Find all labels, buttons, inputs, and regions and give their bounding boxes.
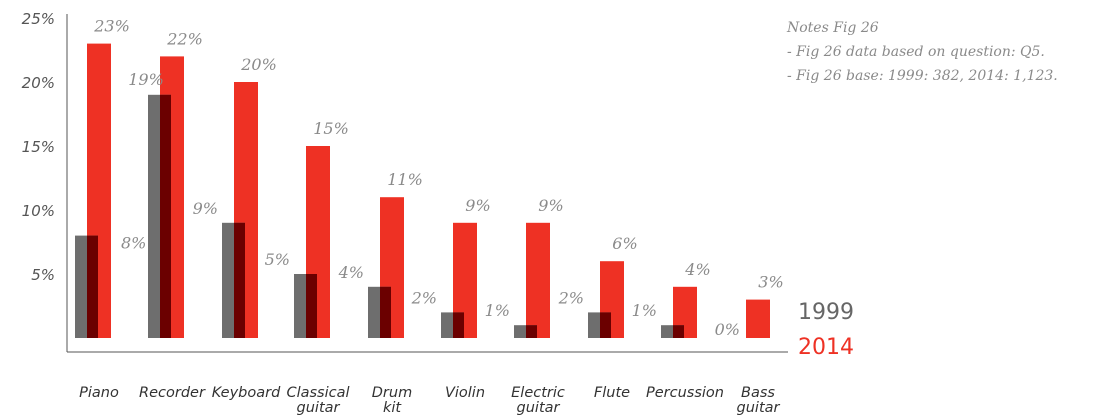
value-label-1999: 9% [193,199,218,218]
category-label: guitar [297,400,341,416]
value-label-2014: 4% [684,260,710,279]
bar-1999-overlap [234,222,245,338]
value-label-1999: 19% [128,70,164,89]
value-label-1999: 8% [121,234,146,253]
bar-1999-overlap [160,94,171,338]
bar-1999-overlap [453,312,464,338]
category-label: Piano [79,385,119,401]
notes-title: Notes Fig 26 [787,20,879,36]
category-label: Recorder [139,385,206,401]
category-labels: Piano Recorder Keyboard ClassicalguitarDrum… [79,385,780,416]
legend: 1999 2014 [798,300,854,360]
bar-1999-overlap [380,286,391,338]
bar-2014 [746,299,770,338]
category-label: Electric [511,385,565,401]
axes [66,14,788,353]
y-tick-label: 15% [22,138,55,156]
value-label-1999: 5% [265,250,290,269]
category-label: guitar [737,400,781,416]
bar-1999-overlap [87,235,98,338]
bar-1999-overlap [526,325,537,338]
bar-1999-overlap [306,274,317,338]
notes-line-question: - Fig 26 data based on question: Q5. [787,44,1045,60]
category-label: Classical [286,385,349,401]
y-tick-label: 10% [22,202,55,220]
chart-notes: Notes Fig 26 - Fig 26 data based on ques… [787,16,1117,88]
value-label-1999: 2% [558,288,584,307]
legend-1999: 1999 [798,300,854,325]
bar-2014 [526,222,550,338]
value-label-2014: 23% [93,17,130,36]
value-label-1999: 2% [411,288,437,307]
category-label: Bass [741,385,775,401]
category-label: Percussion [646,385,724,401]
bar-1999-overlap [673,325,684,338]
value-label-1999: 1% [632,301,657,320]
y-tick-label: 25% [22,10,55,28]
value-label-2014: 22% [166,29,203,48]
y-axis-ticks: 25% 20% 15% 10% 5% [22,10,55,284]
value-label-1999: 0% [715,320,740,339]
value-label-2014: 15% [313,119,349,138]
y-tick-label: 20% [22,74,55,92]
value-labels: 23% 8% 22% 19% 20% 9% 15% 5% 11% 4% 9% 2% 9% 1% 6% 2% 4%… [93,17,783,339]
value-label-2014: 9% [465,196,490,215]
value-label-2014: 3% [758,273,783,292]
value-label-2014: 11% [387,170,423,189]
bar-1999-overlap [600,312,611,338]
category-label: Drum [372,385,412,401]
value-label-1999: 1% [485,301,510,320]
category-label: Flute [594,385,630,401]
y-tick-label: 5% [31,266,55,284]
category-label: guitar [517,400,561,416]
legend-2014: 2014 [798,335,854,360]
notes-line-base: - Fig 26 base: 1999: 382, 2014: 1,123. [787,68,1058,84]
value-label-1999: 4% [338,263,364,282]
category-label: Violin [445,385,485,401]
value-label-2014: 20% [240,55,277,74]
category-label: kit [383,400,402,416]
value-label-2014: 6% [612,234,637,253]
category-label: Keyboard [212,385,281,401]
value-label-2014: 9% [538,196,563,215]
bars [75,43,770,339]
